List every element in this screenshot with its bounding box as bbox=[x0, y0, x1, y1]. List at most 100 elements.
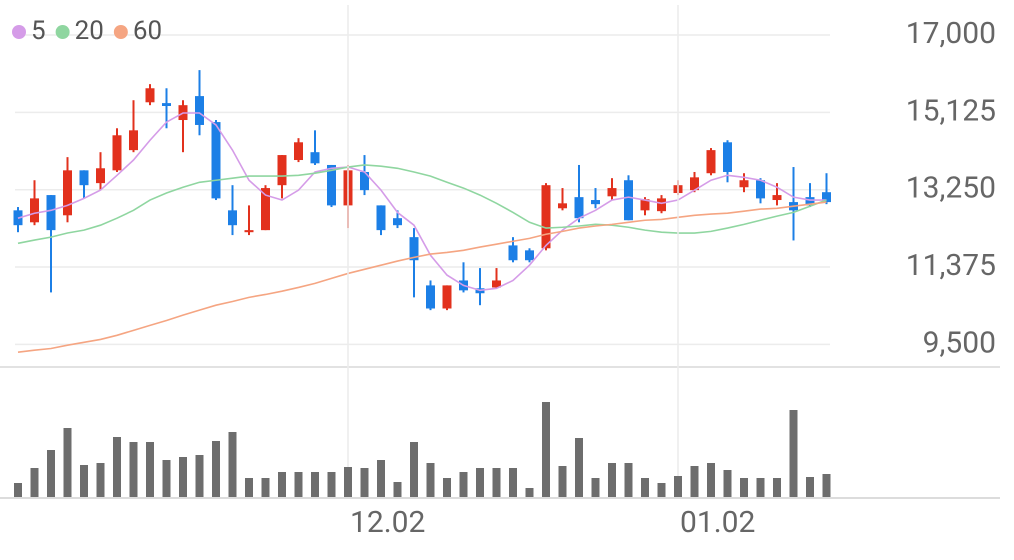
candle-body bbox=[690, 177, 699, 191]
volume-bar bbox=[492, 468, 501, 497]
y-tick-label: 15,125 bbox=[906, 93, 996, 128]
volume-bar bbox=[657, 483, 666, 497]
moving-average-line bbox=[17, 201, 827, 354]
candle-body bbox=[822, 192, 831, 203]
candle-body bbox=[442, 285, 452, 309]
candle-body bbox=[96, 168, 105, 184]
volume-bar bbox=[542, 402, 550, 497]
candle-body bbox=[46, 195, 56, 231]
candle-body bbox=[426, 285, 435, 309]
volume-bar bbox=[47, 450, 55, 497]
candle-body bbox=[574, 197, 584, 219]
volume-bar bbox=[707, 463, 715, 497]
y-tick-label: 9,500 bbox=[923, 325, 996, 360]
candle-body bbox=[211, 122, 221, 199]
legend-label: 60 bbox=[133, 16, 162, 46]
volume-bar bbox=[14, 483, 22, 497]
candle-body bbox=[112, 135, 122, 171]
volume-bar bbox=[509, 468, 517, 497]
volume-bar bbox=[129, 442, 138, 497]
candle-body bbox=[63, 170, 72, 216]
candle-body bbox=[723, 142, 732, 172]
candle-body bbox=[525, 250, 534, 261]
volume-bar bbox=[608, 463, 616, 497]
volume-bar bbox=[96, 463, 105, 497]
candle-body bbox=[706, 150, 716, 174]
volume-bar bbox=[443, 478, 451, 497]
candle-body bbox=[360, 171, 369, 191]
candle-body bbox=[739, 180, 749, 188]
candle-body bbox=[640, 199, 650, 211]
volume-bar bbox=[360, 468, 369, 497]
legend-marker bbox=[113, 25, 128, 39]
volume-bar bbox=[80, 465, 88, 497]
y-tick-label: 11,375 bbox=[906, 248, 996, 283]
volume-bar bbox=[558, 466, 567, 497]
volume-bar bbox=[30, 468, 39, 497]
volume-bar bbox=[740, 478, 748, 497]
candle-body bbox=[409, 237, 419, 261]
volume-bar bbox=[789, 410, 798, 497]
candle-body bbox=[657, 198, 666, 212]
volume-bar bbox=[327, 472, 336, 497]
volume-bar bbox=[822, 474, 831, 497]
volume-bar bbox=[228, 432, 237, 497]
volume-bar bbox=[410, 442, 418, 497]
volume-bar bbox=[344, 467, 352, 497]
candle-body bbox=[30, 198, 39, 223]
volume-bar bbox=[690, 466, 699, 497]
y-tick-label: 17,000 bbox=[906, 16, 996, 51]
volume-bar bbox=[591, 478, 600, 497]
candle-body bbox=[195, 96, 204, 125]
moving-average-line bbox=[17, 112, 827, 292]
candle-body bbox=[756, 180, 765, 199]
candle-body bbox=[261, 188, 270, 231]
candle-body bbox=[145, 88, 155, 103]
candle-body bbox=[162, 103, 171, 106]
volume-bar bbox=[773, 478, 781, 497]
legend-marker bbox=[12, 25, 26, 39]
candle-body bbox=[79, 170, 89, 186]
candle-body bbox=[376, 205, 386, 231]
x-tick-label: 01.02 bbox=[680, 505, 755, 540]
candle-body bbox=[393, 218, 402, 226]
candle-body bbox=[327, 164, 336, 206]
volume-bar bbox=[146, 442, 154, 497]
candle-body bbox=[805, 197, 815, 206]
volume-bar bbox=[723, 470, 732, 497]
volume-bar bbox=[575, 438, 583, 497]
candle-body bbox=[508, 245, 518, 261]
volume-bar bbox=[278, 472, 286, 497]
x-tick-label: 12.02 bbox=[350, 505, 425, 540]
volume-bar bbox=[195, 455, 204, 497]
volume-bar bbox=[641, 478, 649, 497]
legend-label: 20 bbox=[75, 16, 104, 46]
volume-bar bbox=[393, 482, 402, 497]
candle-body bbox=[310, 152, 320, 164]
volume-bar bbox=[756, 478, 765, 497]
volume-bar bbox=[311, 472, 319, 497]
candle-body bbox=[541, 185, 551, 249]
volume-bar bbox=[294, 472, 303, 497]
volume-bar bbox=[261, 478, 270, 497]
candle-body bbox=[294, 142, 303, 161]
volume-bar bbox=[212, 441, 220, 497]
legend-label: 5 bbox=[31, 16, 46, 46]
candle-body bbox=[591, 200, 600, 205]
volume-bar bbox=[426, 463, 435, 497]
candle-body bbox=[624, 180, 633, 221]
volume-bar bbox=[476, 468, 484, 497]
volume-bar bbox=[377, 460, 385, 497]
candle-body bbox=[244, 230, 254, 233]
candle-body bbox=[558, 203, 567, 209]
volume-bar bbox=[525, 488, 534, 497]
volume-bar bbox=[113, 437, 121, 497]
volume-bar bbox=[162, 460, 171, 497]
candle-body bbox=[772, 195, 782, 201]
legend-marker bbox=[55, 25, 70, 39]
moving-average-line bbox=[17, 164, 827, 245]
volume-bar bbox=[179, 457, 187, 497]
volume-bar bbox=[459, 472, 468, 497]
volume-bar bbox=[245, 478, 253, 497]
volume-bar bbox=[806, 477, 814, 497]
